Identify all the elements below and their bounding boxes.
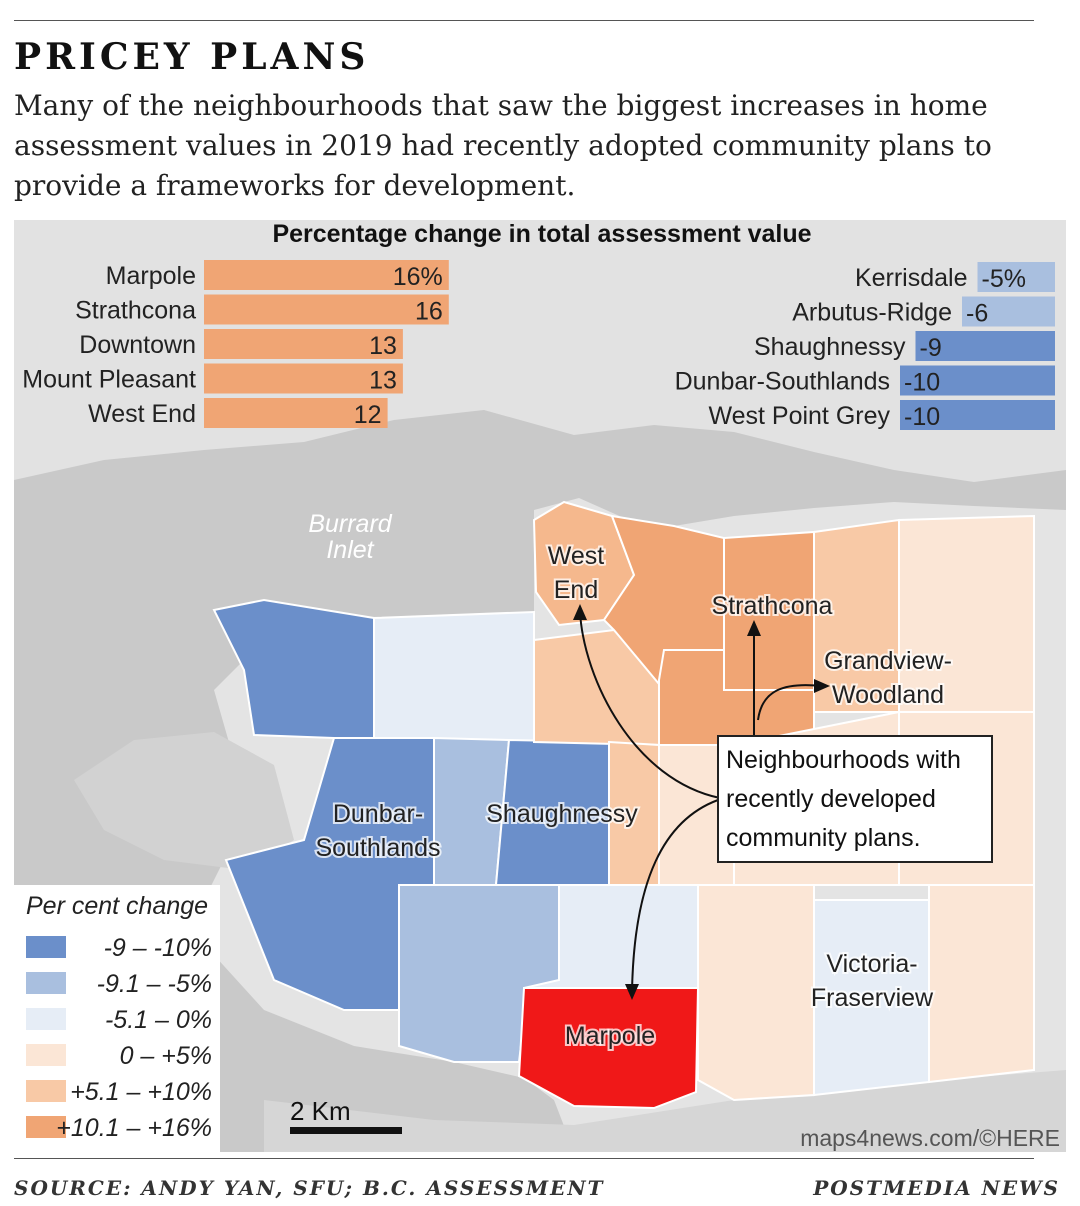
callout-line: Neighbourhoods with: [726, 746, 961, 774]
bar-category-label: Mount Pleasant: [22, 366, 196, 394]
region-label-shaughnessy: Shaughnessy: [486, 800, 638, 828]
chart-title: Percentage change in total assessment va…: [272, 220, 811, 248]
bottom-rule: [14, 1158, 1034, 1159]
callout-text: Neighbourhoods with recently developed com…: [726, 746, 961, 852]
bar-value-label: 13: [369, 332, 397, 360]
bar-decrease: [962, 296, 1055, 327]
bar-decrease: [900, 365, 1055, 396]
bar-decrease: [977, 262, 1055, 292]
map: Marpole 16% Strathcona 16 Downtown 13 Mount Pl…: [14, 220, 1066, 1152]
river-bank: [264, 1070, 1066, 1152]
bar-value-label: -10: [904, 403, 940, 431]
bar-category-label: Downtown: [79, 331, 196, 359]
bar-increase: [204, 363, 403, 394]
bar-increase: [204, 329, 403, 359]
footer-source: SOURCE: ANDY YAN, SFU; B.C. ASSESSMENT: [14, 1176, 605, 1200]
top-rule: [14, 20, 1034, 21]
bar-category-label: Dunbar-Southlands: [675, 368, 890, 396]
bar-category-label: Shaughnessy: [754, 333, 906, 361]
region-kitsilano: [373, 610, 535, 744]
legend-swatch: [26, 1116, 66, 1138]
scale-bar: [290, 1127, 402, 1134]
region-label-west-end: West: [548, 542, 605, 570]
bar-decrease: [915, 331, 1055, 361]
callout-arrow-grandview: [757, 684, 823, 721]
region-label-west-end: End: [554, 576, 598, 604]
arrowheads: [573, 604, 830, 1000]
bar-increase: [204, 398, 388, 428]
bar-value-label: -5%: [982, 265, 1026, 293]
increase-bars: Marpole 16% Strathcona 16 Downtown 13 Mount Pl…: [22, 260, 449, 429]
region-label-grandview-woodland: Woodland: [832, 681, 944, 709]
legend-swatch: [26, 972, 66, 994]
legend-title: Per cent change: [26, 892, 208, 920]
legend-label: -5.1 – 0%: [105, 1006, 212, 1034]
legend-swatch: [26, 1008, 66, 1030]
headline: PRICEY PLANS: [14, 36, 370, 78]
legend-label: +5.1 – +10%: [70, 1078, 212, 1106]
scale-label: 2 Km: [290, 1096, 351, 1126]
legend-label: +10.1 – +16%: [56, 1114, 212, 1142]
legend-items: -9 – -10% -9.1 – -5% -5.1 – 0% 0 – +5% +5.1 …: [26, 934, 212, 1142]
region-sunset: [697, 884, 815, 1102]
region-label-grandview-woodland: Grandview-: [824, 647, 952, 675]
legend-label: -9 – -10%: [104, 934, 212, 962]
legend-swatch: [26, 1080, 66, 1102]
map-credit: maps4news.com/©HERE: [800, 1125, 1060, 1151]
bar-value-label: 16%: [393, 263, 443, 291]
region-label-victoria-fraserview: Fraserview: [811, 984, 934, 1012]
bar-increase: [204, 294, 449, 325]
region-label-dunbar-southlands: Dunbar-: [333, 800, 423, 828]
legend-label: -9.1 – -5%: [97, 970, 212, 998]
legend-swatch: [26, 936, 66, 958]
callout-line: community plans.: [726, 824, 921, 852]
park-area: [74, 732, 294, 870]
footer-credit: POSTMEDIA NEWS: [813, 1176, 1060, 1200]
callout-line: recently developed: [726, 785, 936, 813]
water-label: Inlet: [326, 536, 374, 564]
bar-value-label: 13: [369, 367, 397, 395]
bar-value-label: -6: [966, 300, 988, 328]
region-label-marpole: Marpole: [565, 1022, 655, 1050]
bar-value-label: -10: [904, 369, 940, 397]
region-label-victoria-fraserview: Victoria-: [826, 950, 917, 978]
bar-category-label: Marpole: [106, 262, 196, 290]
bar-category-label: West Point Grey: [708, 402, 890, 430]
bar-decrease: [900, 400, 1055, 430]
callout-arrow-west-end: [579, 611, 721, 799]
legend-swatch: [26, 1044, 66, 1066]
bar-value-label: 16: [415, 298, 443, 326]
region-killarney: [928, 884, 1035, 1084]
bar-value-label: 12: [354, 401, 382, 429]
bar-value-label: -9: [920, 334, 942, 362]
water-label: Burrard: [308, 510, 392, 538]
legend-label: 0 – +5%: [120, 1042, 212, 1070]
bar-category-label: Strathcona: [75, 297, 196, 325]
callout-arrow-marpole: [631, 799, 719, 993]
bar-category-label: Kerrisdale: [855, 264, 968, 292]
region-marpole: [517, 987, 700, 1110]
region-label-dunbar-southlands: Southlands: [315, 834, 440, 862]
bar-category-label: Arbutus-Ridge: [792, 299, 952, 327]
region-label-strathcona: Strathcona: [712, 592, 833, 620]
deck: Many of the neighbourhoods that saw the …: [14, 89, 992, 202]
bar-category-label: West End: [88, 400, 196, 428]
bar-increase: [204, 260, 449, 290]
callout-box: [717, 735, 993, 863]
